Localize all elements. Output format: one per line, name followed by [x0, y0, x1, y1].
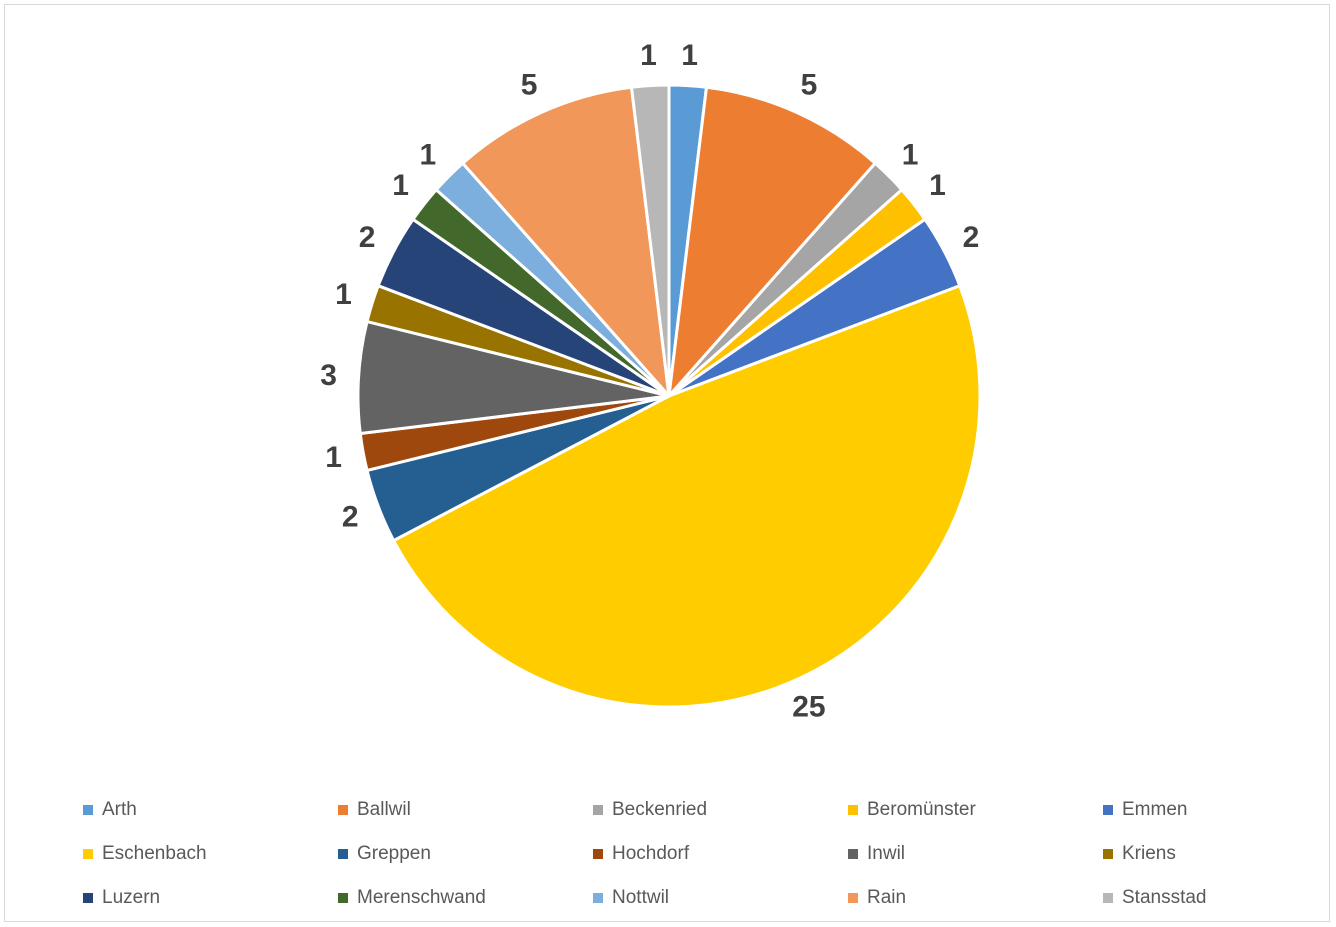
data-label-eschenbach: 25	[792, 690, 825, 723]
legend-item-kriens: Kriens	[1103, 839, 1176, 869]
legend-label: Inwil	[867, 843, 906, 864]
legend-swatch	[848, 849, 858, 859]
legend-swatch	[338, 805, 348, 815]
legend-item-arth: Arth	[83, 795, 137, 825]
legend-swatch	[848, 893, 858, 903]
data-label-beckenried: 1	[902, 138, 919, 171]
legend-item-greppen: Greppen	[338, 839, 431, 869]
legend-label: Beromünster	[867, 799, 976, 820]
legend-label: Emmen	[1122, 799, 1188, 820]
pie-slice-ballwil	[667, 85, 877, 398]
legend-swatch	[83, 805, 93, 815]
pie-slice-eschenbach	[392, 284, 982, 709]
legend-label: Nottwil	[612, 887, 670, 908]
legend-label: Hochdorf	[612, 843, 690, 864]
legend-label: Beckenried	[612, 799, 708, 820]
data-label-hochdorf: 1	[325, 441, 342, 474]
legend-row: Arth Ballwil Beckenried Beromünster Emmen	[83, 795, 1323, 839]
legend-item-luzern: Luzern	[83, 883, 160, 913]
legend-item-stansstad: Stansstad	[1103, 883, 1207, 913]
legend-swatch	[1103, 893, 1113, 903]
legend-item-beckenried: Beckenried	[593, 795, 707, 825]
legend-item-ballwil: Ballwil	[338, 795, 411, 825]
legend-item-hochdorf: Hochdorf	[593, 839, 689, 869]
data-label-merenschwand: 1	[392, 169, 409, 202]
legend-item-inwil: Inwil	[848, 839, 905, 869]
legend-swatch	[338, 893, 348, 903]
legend-swatch	[1103, 849, 1113, 859]
chart-area: 1 5 1 1 2 25 2 1 3 1 2 1 1 5 1 Arth Ballwil Beckenried Be…	[4, 4, 1330, 922]
data-label-rain: 5	[521, 69, 538, 102]
data-label-beromunster: 1	[929, 169, 946, 202]
legend-label: Arth	[102, 799, 137, 820]
legend-label: Kriens	[1122, 843, 1176, 864]
legend: Arth Ballwil Beckenried Beromünster Emmen Esc…	[83, 795, 1323, 927]
data-label-kriens: 1	[335, 278, 352, 311]
legend-swatch	[1103, 805, 1113, 815]
data-label-arth: 1	[681, 39, 698, 72]
legend-swatch	[83, 849, 93, 859]
data-label-greppen: 2	[342, 500, 359, 533]
pie-slice-stansstad	[630, 83, 671, 398]
legend-label: Rain	[867, 887, 907, 908]
legend-swatch	[338, 849, 348, 859]
legend-swatch	[83, 893, 93, 903]
legend-label: Luzern	[102, 887, 161, 908]
data-label-inwil: 3	[320, 359, 337, 392]
legend-label: Stansstad	[1122, 887, 1207, 908]
legend-item-eschenbach: Eschenbach	[83, 839, 207, 869]
legend-row: Luzern Merenschwand Nottwil Rain Stansstad	[83, 883, 1323, 927]
legend-item-merenschwand: Merenschwand	[338, 883, 486, 913]
legend-label: Merenschwand	[357, 887, 486, 908]
legend-row: Eschenbach Greppen Hochdorf Inwil Kriens	[83, 839, 1323, 883]
legend-item-beromunster: Beromünster	[848, 795, 976, 825]
legend-swatch	[848, 805, 858, 815]
legend-item-emmen: Emmen	[1103, 795, 1187, 825]
legend-label: Greppen	[357, 843, 431, 864]
pie-slices	[356, 83, 982, 709]
data-label-ballwil: 5	[801, 69, 818, 102]
data-label-luzern: 2	[359, 221, 376, 254]
legend-label: Ballwil	[357, 799, 411, 820]
legend-item-rain: Rain	[848, 883, 906, 913]
data-label-stansstad: 1	[640, 39, 657, 72]
legend-label: Eschenbach	[102, 843, 207, 864]
data-label-emmen: 2	[963, 221, 980, 254]
pie-slice-rain	[461, 85, 671, 398]
legend-swatch	[593, 893, 603, 903]
legend-item-nottwil: Nottwil	[593, 883, 669, 913]
legend-swatch	[593, 849, 603, 859]
data-label-nottwil: 1	[420, 138, 437, 171]
legend-swatch	[593, 805, 603, 815]
